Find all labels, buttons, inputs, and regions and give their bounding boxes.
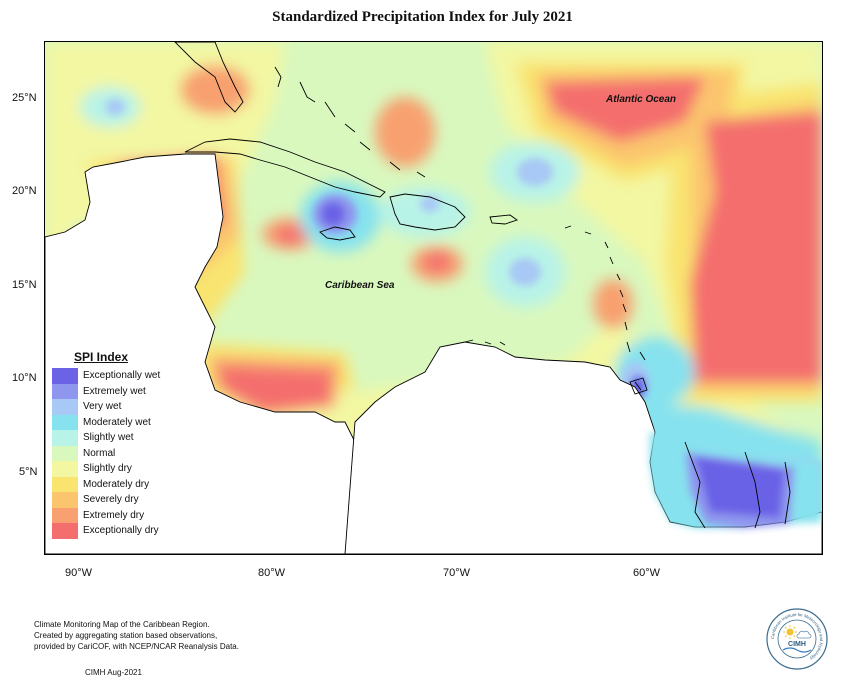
legend-label: Exceptionally wet <box>83 370 161 382</box>
legend-item: Severely dry <box>52 492 172 508</box>
cimh-logo: Caribbean Institute for Meteorology and … <box>766 608 828 670</box>
legend-item: Exceptionally wet <box>52 368 172 384</box>
legend-rows: Exceptionally wet Extremely wet Very wet Mo… <box>52 368 172 539</box>
legend-item: Exceptionally dry <box>52 523 172 539</box>
legend-item: Slightly dry <box>52 461 172 477</box>
legend-label: Moderately wet <box>83 416 151 428</box>
legend-swatch <box>52 445 78 461</box>
legend-item: Extremely wet <box>52 383 172 399</box>
legend-item: Slightly wet <box>52 430 172 446</box>
lat-label-10n: 10°N <box>12 372 37 384</box>
credits-line-1: Climate Monitoring Map of the Caribbean … <box>34 620 210 629</box>
lat-label-15n: 15°N <box>12 279 37 291</box>
credits: Climate Monitoring Map of the Caribbean … <box>34 619 239 652</box>
spi-map-canvas <box>45 42 822 554</box>
credits-line-3: provided by CariCOF, with NCEP/NCAR Rean… <box>34 642 239 651</box>
lat-label-5n: 5°N <box>19 466 38 478</box>
lon-label-70w: 70°W <box>443 567 471 579</box>
guianas-field <box>650 432 822 528</box>
legend-label: Slightly wet <box>83 432 134 444</box>
legend-swatch <box>52 507 78 523</box>
legend-item: Moderately wet <box>52 414 172 430</box>
atlantic-ocean-label: Atlantic Ocean <box>606 94 677 105</box>
spi-legend: SPI Index Exceptionally wet Extremely wet… <box>52 350 172 539</box>
legend-swatch <box>52 476 78 492</box>
legend-swatch <box>52 383 78 399</box>
wave-icon <box>782 647 812 653</box>
lon-label-60w: 60°W <box>633 567 661 579</box>
legend-label: Severely dry <box>83 494 139 506</box>
legend-swatch <box>52 414 78 430</box>
spi-map <box>44 41 823 555</box>
islands <box>174 42 648 395</box>
legend-item: Very wet <box>52 399 172 415</box>
legend-label: Very wet <box>83 401 122 413</box>
legend-swatch <box>52 368 78 384</box>
legend-swatch <box>52 430 78 446</box>
lat-label-20n: 20°N <box>12 185 37 197</box>
legend-item: Extremely dry <box>52 507 172 523</box>
lon-label-90w: 90°W <box>65 567 93 579</box>
legend-label: Exceptionally dry <box>83 525 159 537</box>
cloud-icon <box>796 630 812 639</box>
legend-swatch <box>52 523 78 539</box>
legend-swatch <box>52 492 78 508</box>
legend-title: SPI Index <box>74 350 129 364</box>
logo-text: CIMH <box>788 641 806 648</box>
signature: CIMH Aug-2021 <box>85 668 142 677</box>
map-title: Standardized Precipitation Index for Jul… <box>272 9 573 25</box>
legend-label: Moderately dry <box>83 478 150 490</box>
credits-line-2: Created by aggregating station based obs… <box>34 631 218 640</box>
legend-swatch <box>52 461 78 477</box>
legend-label: Slightly dry <box>83 463 132 475</box>
legend-label: Extremely dry <box>83 509 145 521</box>
sun-icon <box>786 628 794 636</box>
legend-swatch <box>52 399 78 415</box>
legend-item: Normal <box>52 445 172 461</box>
lat-label-25n: 25°N <box>12 92 37 104</box>
legend-label: Normal <box>83 447 116 459</box>
lon-label-80w: 80°W <box>258 567 286 579</box>
legend-item: Moderately dry <box>52 476 172 492</box>
guianas-borders <box>684 441 791 529</box>
legend-label: Extremely wet <box>83 385 146 397</box>
caribbean-sea-label: Caribbean Sea <box>325 280 395 291</box>
